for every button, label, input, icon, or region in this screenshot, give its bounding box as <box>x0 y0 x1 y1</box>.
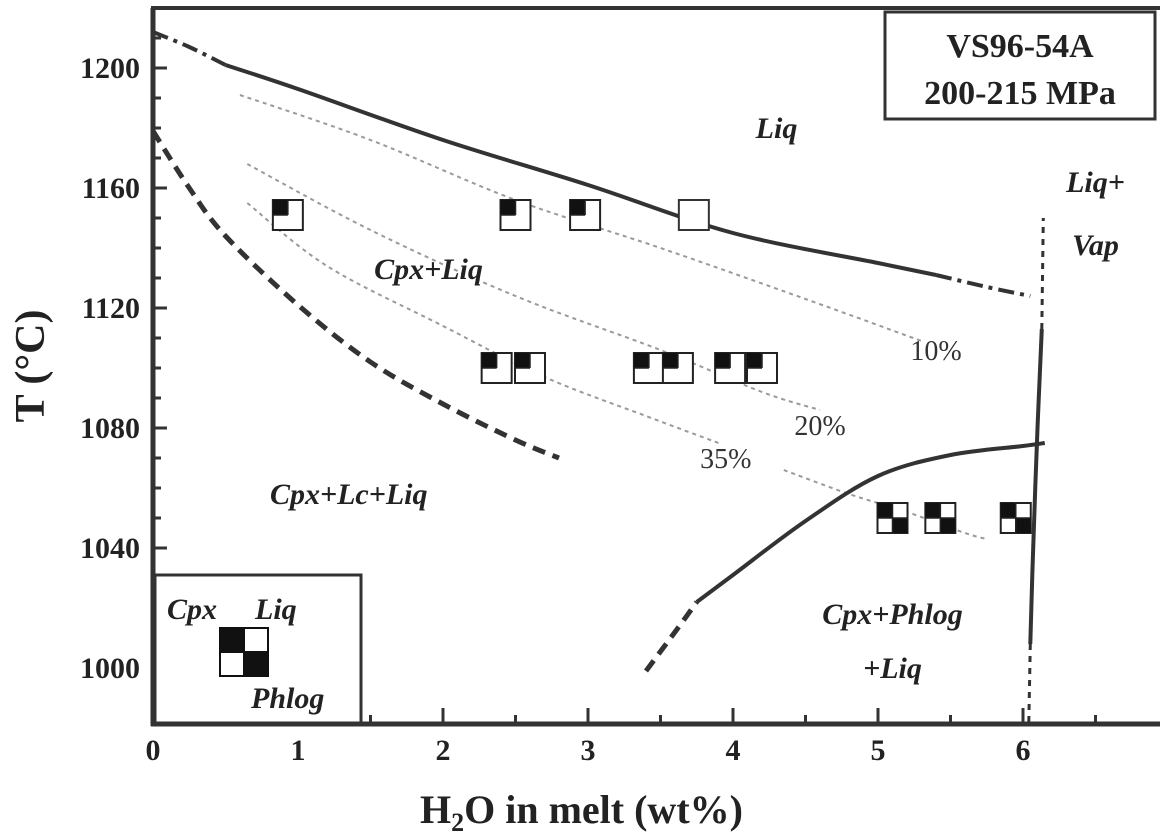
experiment-marker-6 <box>632 352 665 384</box>
experiment-marker-10 <box>876 502 909 534</box>
legend-marker <box>219 627 269 677</box>
legend-label-liq: Liq <box>254 593 297 626</box>
y-tick-label-1120: 1120 <box>82 292 140 325</box>
x-axis-title: H2O in melt (wt%) <box>420 787 743 832</box>
x-tick-label-2: 2 <box>436 734 451 767</box>
experiment-marker-3 <box>677 199 710 231</box>
experiment-marker-12 <box>999 502 1032 534</box>
experiment-marker-2 <box>569 199 602 231</box>
legend: Cpx Liq Phlog <box>153 573 363 725</box>
y-tick-label-1200: 1200 <box>80 52 140 85</box>
y-tick-label-1040: 1040 <box>80 532 140 565</box>
phase-boundaries <box>153 30 1046 723</box>
y-axis-title: T (°C) <box>8 310 54 423</box>
legend-label-phlog: Phlog <box>250 682 324 715</box>
boundary-liquidus-ext-left <box>153 30 227 67</box>
experiment-marker-11 <box>924 502 957 534</box>
boundary-phlog-in <box>695 441 1046 604</box>
isopleths <box>239 94 988 540</box>
experiment-marker-7 <box>661 352 694 384</box>
experiment-marker-0 <box>271 199 304 231</box>
legend-label-cpx: Cpx <box>167 593 217 626</box>
isopleth-2 <box>246 202 719 444</box>
y-tick-label-1000: 1000 <box>80 652 140 685</box>
field-label-cpxliq-1: Cpx+Liq <box>374 253 483 286</box>
experiment-marker-1 <box>499 199 532 231</box>
field-label-cpxphlog-5: Cpx+Phlog <box>822 598 962 631</box>
x-tick-label-3: 3 <box>581 734 596 767</box>
boundary-vapor-ext-top <box>1040 217 1045 330</box>
isopleth-label-2: 35% <box>700 444 751 475</box>
x-tick-label-4: 4 <box>726 734 741 767</box>
sample-name: VS96-54A <box>946 28 1094 65</box>
isopleth-label-1: 20% <box>794 411 845 442</box>
x-tick-label-0: 0 <box>146 734 161 767</box>
field-label-vap-4: Vap <box>1072 229 1119 262</box>
y-tick-label-1160: 1160 <box>82 172 140 205</box>
isopleth-1 <box>246 163 821 411</box>
experiment-marker-5 <box>514 352 546 384</box>
boundary-leucite-out <box>153 129 560 461</box>
x-tick-label-5: 5 <box>871 734 886 767</box>
boundary-vapor-saturation <box>1028 328 1044 645</box>
x-tick-label-6: 6 <box>1016 734 1031 767</box>
boundary-phlog-in-ext <box>643 600 699 673</box>
sample-title-box: VS96-54A 200-215 MPa <box>883 10 1157 121</box>
axis-titles: H2O in melt (wt%) T (°C) <box>8 310 743 832</box>
field-labels: Liq Cpx+Liq Cpx+Lc+Liq Liq+ Vap Cpx+Phlog +Liq… <box>270 112 1125 685</box>
x-tick-label-1: 1 <box>291 734 306 767</box>
field-label-liq-3: Liq+ <box>1065 166 1125 199</box>
y-tick-label-1080: 1080 <box>80 412 140 445</box>
field-label-liq-6: +Liq <box>863 652 922 685</box>
title-box-frame <box>883 10 1157 121</box>
boundary-liquidus-ext-right <box>935 273 1031 298</box>
experiment-marker-8 <box>714 352 747 384</box>
isopleth-label-0: 10% <box>910 336 961 367</box>
boundary-liquidus <box>224 63 937 277</box>
boundary-vapor-ext-bottom <box>1027 643 1032 723</box>
experiment-marker-9 <box>746 352 778 384</box>
experiment-markers <box>271 199 1032 534</box>
experiment-marker-4 <box>480 352 513 384</box>
field-label-liq-0: Liq <box>755 112 798 145</box>
pressure-range: 200-215 MPa <box>924 75 1116 112</box>
field-label-cpxlcliq-2: Cpx+Lc+Liq <box>270 478 428 511</box>
